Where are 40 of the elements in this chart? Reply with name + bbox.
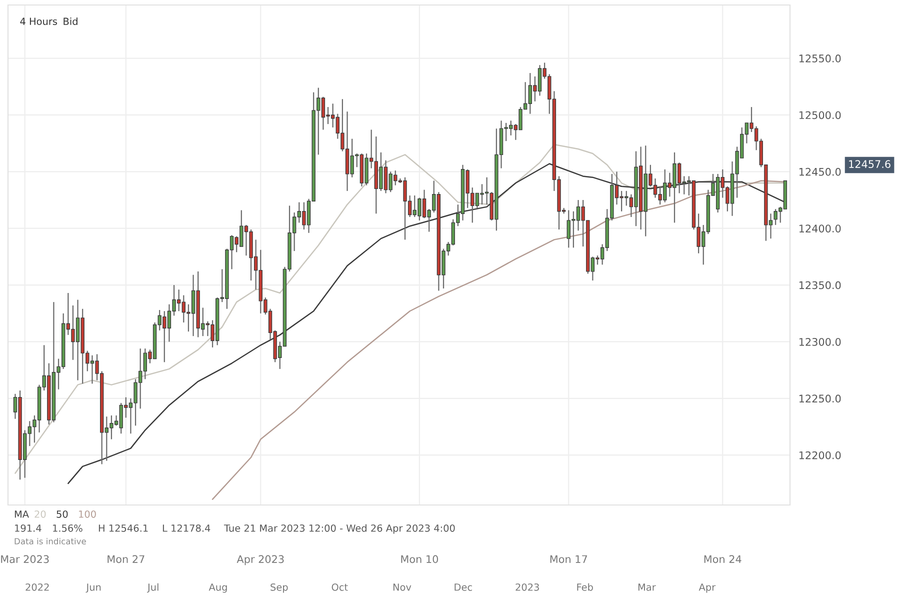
x-tick-label: Mon 17 [550,555,588,564]
y-tick-label: 12350.0 [799,281,841,290]
text: Feb [577,583,593,591]
y-tick-label: 12450.0 [799,168,841,176]
y-tick-label: 12200.0 [799,451,841,460]
text: 2023 [516,583,539,591]
line-series [212,180,786,500]
x-tick-label: Mon 27 [108,555,144,564]
text: Jun [86,584,101,593]
text: Aug [208,584,227,593]
annotation: Bid [64,18,78,26]
text: Nov [393,584,412,591]
text: Dec [454,584,472,591]
text: 12457.6 [849,160,890,168]
text: L 12178.4 [162,524,210,532]
text: Data is indicative [14,538,86,544]
text: MA [14,510,29,518]
annotation: 4 Hours [20,18,58,26]
y-tick-label: 12550.0 [799,54,841,62]
text: 1.56% [53,524,82,532]
text: Oct [332,583,348,591]
text: 50 [56,510,68,518]
text: 100 [79,510,96,518]
y-tick-label: 12400.0 [799,224,841,232]
text: Mar [638,584,656,591]
x-tick-label: Mon 24 [704,555,742,564]
text: 191.4 [15,524,42,532]
y-tick-label: 12500.0 [799,111,841,120]
text: Jul [146,583,158,593]
text: Sep [270,583,288,593]
y-tick-label: 12250.0 [799,394,841,403]
y-tick-label: 12300.0 [799,338,841,346]
text: 20 [34,510,46,518]
x-tick-label: Mon 10 [401,555,438,564]
x-tick-label: Apr 2023 [236,555,284,566]
text: 2022 [26,583,49,591]
text: Apr [698,584,716,593]
text: H 12546.1 [98,524,148,532]
x-tick-label: Mar 2023 [1,555,49,564]
text: Tue 21 Mar 2023 12:00 - Wed 26 Apr 2023 4:00 [224,524,455,534]
